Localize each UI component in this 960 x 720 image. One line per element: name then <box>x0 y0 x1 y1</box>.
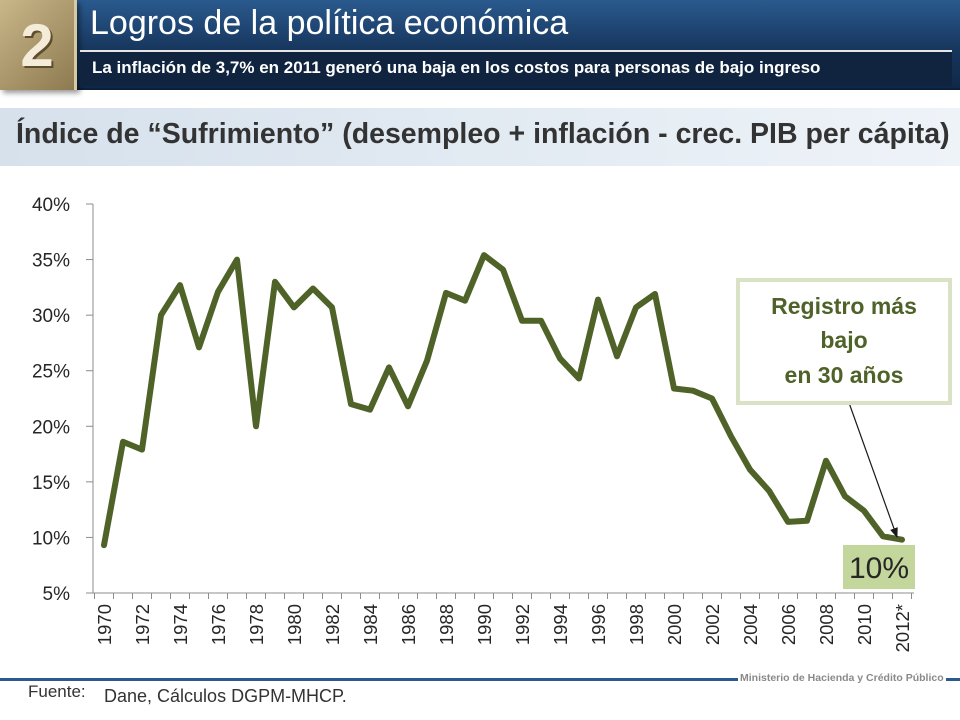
x-tick-label: 1972 <box>132 604 153 645</box>
y-tick-label: 20% <box>32 417 70 438</box>
data-point <box>178 283 182 287</box>
x-tick-label: 2000 <box>664 604 685 645</box>
data-point <box>425 359 429 363</box>
data-point <box>235 258 239 262</box>
line-chart: 40% 35% 30% 25% 20% 15% 10% 5% 1970 1972 1974 1976… <box>32 195 952 652</box>
callout-box <box>736 278 952 405</box>
chart-heading: Índice de “Sufrimiento” (desempleo + inf… <box>16 118 950 150</box>
callout-text-line-3: en 30 años <box>785 362 904 388</box>
x-axis: 1970 1972 1974 1976 1978 1980 1982 1984 1986 1988… <box>93 592 914 652</box>
ministry-logo-text: Ministerio de Hacienda y Crédito Público <box>738 672 946 684</box>
data-point <box>596 298 600 302</box>
y-tick-label: 25% <box>32 362 70 383</box>
x-tick-label: 1976 <box>208 604 229 645</box>
data-point <box>710 397 714 400</box>
data-point <box>824 459 828 463</box>
source-label: Fuente: <box>28 682 86 701</box>
data-point <box>900 538 904 542</box>
subtitle-bar <box>80 50 952 86</box>
callout-arrow <box>847 399 898 538</box>
x-tick-label: 2002 <box>702 604 723 645</box>
x-tick-label: 1994 <box>550 604 571 645</box>
data-point <box>786 520 790 524</box>
data-point <box>159 313 163 317</box>
data-point <box>539 319 543 323</box>
x-tick-label: 1970 <box>94 604 115 645</box>
x-tick-label: 1998 <box>626 604 647 645</box>
last-value-box <box>843 545 915 589</box>
data-point <box>463 299 467 303</box>
x-tick-label: 1982 <box>322 604 343 645</box>
y-tick-label: 5% <box>43 584 71 605</box>
data-point <box>862 509 866 513</box>
data-point <box>387 365 391 369</box>
x-tick-label: 1984 <box>360 604 381 645</box>
data-point <box>349 402 353 406</box>
slide-subtitle: La inflación de 3,7% en 2011 generó una … <box>92 58 821 77</box>
y-tick-label: 15% <box>32 473 70 494</box>
x-tick-label: 1978 <box>246 604 267 645</box>
x-tick-label: 2006 <box>778 604 799 645</box>
y-tick-label: 40% <box>32 195 70 216</box>
section-number: 2 <box>20 11 54 79</box>
section-number-badge: 2 <box>0 0 77 90</box>
data-point <box>843 494 847 498</box>
data-point <box>444 291 448 295</box>
y-tick-label: 10% <box>32 528 70 549</box>
y-tick-label: 35% <box>32 251 70 272</box>
data-point <box>767 489 771 493</box>
x-tick-label: 1974 <box>170 604 191 645</box>
x-tick-label: 2012* <box>892 604 913 652</box>
y-axis: 40% 35% 30% 25% 20% 15% 10% 5% <box>32 195 94 605</box>
data-point <box>577 377 581 380</box>
data-point <box>558 357 562 360</box>
data-point <box>197 345 201 349</box>
y-tick-label: 30% <box>32 306 70 327</box>
data-point <box>102 543 106 547</box>
x-tick-label: 1996 <box>588 604 609 645</box>
section-title-bar <box>0 108 960 166</box>
data-point <box>653 292 657 296</box>
callout-text-line-2: bajo <box>820 327 867 353</box>
x-tick-label: 1990 <box>474 604 495 645</box>
data-point <box>729 434 733 438</box>
data-point <box>330 305 334 309</box>
data-point <box>881 534 885 538</box>
x-tick-label: 2008 <box>816 604 837 645</box>
series-group <box>101 252 905 549</box>
data-point <box>216 290 220 294</box>
data-point <box>634 305 638 309</box>
data-point <box>311 287 315 290</box>
data-point <box>482 253 486 257</box>
footer-rule <box>0 678 960 681</box>
data-point <box>368 408 372 412</box>
data-point <box>273 280 277 284</box>
x-tick-label: 2004 <box>740 604 761 645</box>
x-tick-label: 1980 <box>284 604 305 645</box>
data-point <box>254 424 258 428</box>
data-point <box>140 448 144 452</box>
data-point <box>615 354 619 358</box>
annotation-group: Registro más bajo en 30 años 10% <box>736 278 952 589</box>
data-point <box>121 440 125 444</box>
x-tick-label: 2010 <box>854 604 875 645</box>
data-point <box>292 305 296 309</box>
data-point <box>672 387 676 390</box>
source-text: Dane, Cálculos DGPM-MHCP. <box>104 686 347 706</box>
x-tick-label: 1992 <box>512 604 533 645</box>
slide-title: Logros de la política económica <box>90 4 569 42</box>
data-point <box>520 319 524 323</box>
data-point <box>501 268 505 272</box>
data-point <box>691 389 695 393</box>
last-value-label: 10% <box>849 552 909 585</box>
x-tick-label: 1988 <box>436 604 457 645</box>
data-point <box>406 404 410 408</box>
data-point <box>805 519 809 523</box>
data-point <box>748 468 752 472</box>
x-tick-label: 1986 <box>398 604 419 645</box>
callout-text-line-1: Registro más <box>771 293 917 319</box>
